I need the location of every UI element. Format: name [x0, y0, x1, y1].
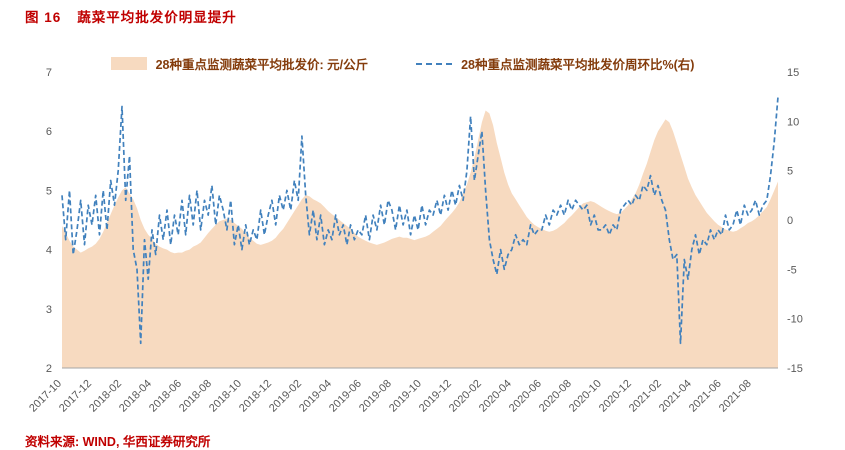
dashed-line-swatch-icon [416, 62, 453, 65]
x-axis-tick: 2021-08 [717, 378, 754, 415]
x-axis-tick: 2019-08 [357, 378, 394, 415]
x-axis-tick: 2018-02 [87, 378, 124, 415]
chart-legend: 28种重点监测蔬菜平均批发价: 元/公斤 28种重点监测蔬菜平均批发价周环比%(… [0, 54, 805, 73]
price-area-series [62, 110, 778, 368]
x-axis-tick: 2019-06 [327, 378, 364, 415]
wow-dashed-line-series [61, 96, 779, 345]
x-axis-tick: 2017-12 [57, 378, 94, 415]
legend-label-price: 28种重点监测蔬菜平均批发价: 元/公斤 [155, 58, 369, 72]
figure-title-text: 蔬菜平均批发价明显提升 [77, 10, 237, 25]
x-axis-tick: 2019-12 [417, 378, 454, 415]
left-axis-tick: 6 [46, 126, 52, 138]
x-axis-tick: 2019-04 [297, 378, 334, 415]
x-axis-tick: 2020-06 [507, 378, 544, 415]
x-axis-tick: 2021-06 [687, 378, 724, 415]
right-axis-tick: 15 [787, 67, 799, 79]
figure-number: 图 16 [25, 10, 62, 25]
legend-item-price: 28种重点监测蔬菜平均批发价: 元/公斤 [110, 54, 369, 73]
x-axis-tick: 2020-08 [537, 378, 574, 415]
right-axis-tick: 5 [787, 166, 793, 178]
x-axis-tick: 2020-10 [567, 378, 604, 415]
x-axis-tick: 2018-10 [207, 378, 244, 415]
x-axis-tick: 2019-10 [387, 378, 424, 415]
right-axis-tick: -5 [787, 264, 797, 276]
x-axis-tick: 2019-02 [267, 378, 304, 415]
left-axis-tick: 2 [46, 363, 52, 375]
x-axis-tick: 2020-02 [447, 378, 484, 415]
right-axis-tick: 10 [787, 116, 799, 128]
x-axis-tick: 2018-12 [237, 378, 274, 415]
legend-label-wow: 28种重点监测蔬菜平均批发价周环比%(右) [461, 58, 695, 72]
x-axis-tick: 2018-04 [117, 378, 154, 415]
right-axis-tick: 0 [787, 215, 793, 227]
left-axis-tick: 7 [46, 67, 52, 79]
left-axis-tick: 4 [46, 245, 52, 257]
area-swatch-icon [110, 57, 147, 70]
x-axis-tick: 2017-10 [27, 378, 64, 415]
x-axis-tick: 2021-04 [657, 378, 694, 415]
x-axis-tick: 2018-06 [147, 378, 184, 415]
left-axis-tick: 3 [46, 304, 52, 316]
x-axis-tick: 2020-04 [477, 378, 514, 415]
figure-title: 图 16 蔬菜平均批发价明显提升 [25, 6, 237, 26]
legend-item-wow: 28种重点监测蔬菜平均批发价周环比%(右) [416, 54, 694, 73]
x-axis-tick: 2020-12 [597, 378, 634, 415]
left-axis-tick: 5 [46, 185, 52, 197]
x-axis-tick: 2021-02 [627, 378, 664, 415]
x-axis-tick: 2018-08 [177, 378, 214, 415]
right-axis-tick: -15 [787, 363, 803, 375]
right-axis-tick: -10 [787, 314, 803, 326]
